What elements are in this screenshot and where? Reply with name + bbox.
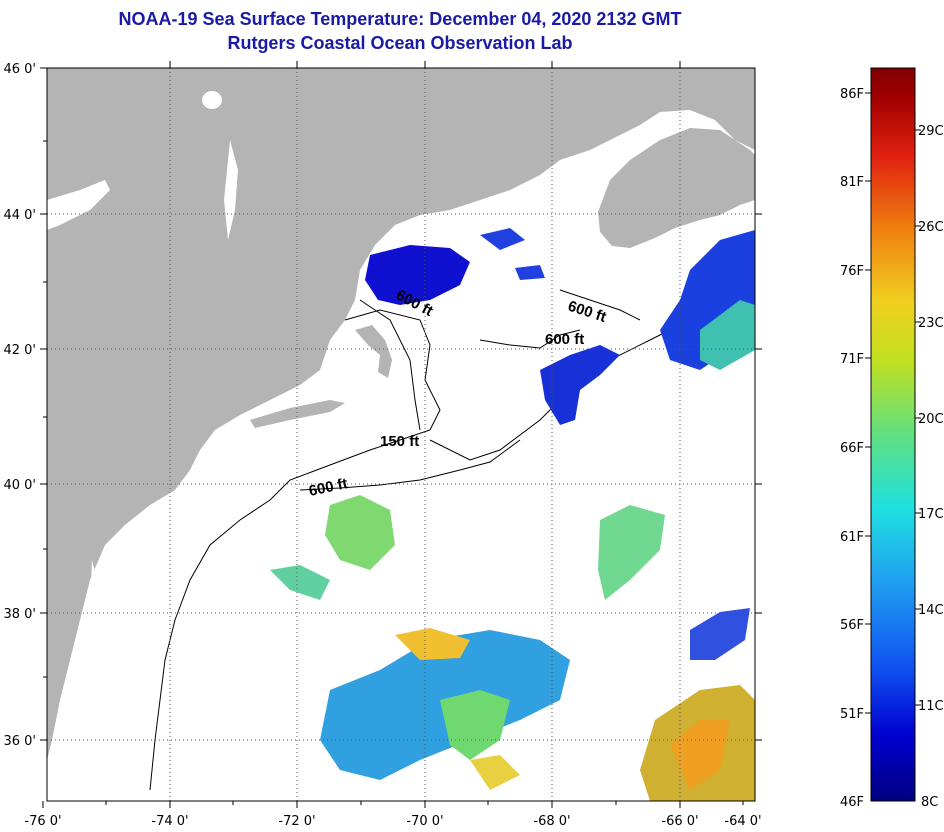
lon-label: -68 0' <box>533 814 570 829</box>
colorbar-c-label: 11C <box>918 699 944 714</box>
colorbar-c-label: 17C <box>918 507 944 522</box>
sst-patch-gulfstream-warm <box>395 628 470 660</box>
sst-patch-shelf-1 <box>325 495 395 570</box>
colorbar-c-label: 23C <box>918 316 944 331</box>
cape-cod-landmass <box>355 325 392 378</box>
sst-observations <box>270 228 755 801</box>
sst-patch-shelf-2 <box>270 565 330 600</box>
colorbar-f-label: 51F <box>840 707 864 722</box>
colorbar-f-label: 61F <box>840 530 864 545</box>
sst-patch-southeast-warm <box>670 720 730 790</box>
lat-label: 42 0' <box>3 343 36 358</box>
lon-label: -72 0' <box>278 814 315 829</box>
contour-label: 150 ft <box>380 433 419 450</box>
temperature-colorbar: 86F 81F 76F 71F 66F 61F 56F 51F 46F 29C … <box>840 67 944 810</box>
map-title: NOAA-19 Sea Surface Temperature: Decembe… <box>118 9 682 29</box>
lake-small <box>202 91 222 109</box>
colorbar-f-label: 76F <box>840 264 864 279</box>
sst-patch-scotian-warm <box>700 300 755 370</box>
lon-label: -74 0' <box>151 814 188 829</box>
lon-label: -70 0' <box>406 814 443 829</box>
latitude-labels: 46 0' 44 0' 42 0' 40 0' 38 0' 36 0' <box>3 62 36 749</box>
lat-label: 38 0' <box>3 607 36 622</box>
sst-patch-east-slope <box>690 608 750 660</box>
lake-ontario <box>47 180 110 230</box>
map-subtitle: Rutgers Coastal Ocean Observation Lab <box>227 33 573 53</box>
lon-label: -76 0' <box>24 814 61 829</box>
mainland-landmass <box>47 68 755 760</box>
contour-label: 600 ft <box>545 331 584 348</box>
colorbar-f-label: 66F <box>840 441 864 456</box>
colorbar-f-label: 56F <box>840 618 864 633</box>
colorbar-c-label: 8C <box>921 795 938 810</box>
lake-champlain <box>224 140 238 240</box>
lon-label: -66 0' <box>661 814 698 829</box>
chesapeake-bay <box>90 560 110 700</box>
colorbar-f-label: 71F <box>840 352 864 367</box>
map-frame <box>46 67 756 802</box>
long-island-landmass <box>250 400 345 428</box>
nova-scotia-landmass <box>598 128 755 248</box>
sst-patch-gulfstream-2 <box>440 690 510 760</box>
sst-patch-slope-east <box>598 505 665 600</box>
colorbar-c-label: 26C <box>918 220 944 235</box>
map-panel <box>47 68 755 801</box>
colorbar-c-label: 14C <box>918 603 944 618</box>
colorbar-f-label: 81F <box>840 175 864 190</box>
lat-label: 40 0' <box>3 478 36 493</box>
colorbar-c-label: 29C <box>918 124 944 139</box>
delaware-bay <box>140 520 160 545</box>
colorbar-gradient <box>870 67 916 802</box>
colorbar-f-label: 86F <box>840 87 864 102</box>
lat-label: 44 0' <box>3 208 36 223</box>
lat-label: 46 0' <box>3 62 36 77</box>
sst-patch-gulf-of-maine <box>365 245 470 305</box>
lon-label: -64 0' <box>724 814 761 829</box>
colorbar-f-label: 46F <box>840 795 864 810</box>
sst-patch-banks <box>540 345 620 425</box>
longitude-labels: -76 0' -74 0' -72 0' -70 0' -68 0' -66 0… <box>24 814 761 829</box>
sst-patch-small-2 <box>515 265 545 280</box>
sst-patch-small-1 <box>480 228 525 250</box>
map-ticks <box>40 61 762 808</box>
sst-patch-gulfstream-3 <box>470 755 520 790</box>
lat-label: 36 0' <box>3 734 36 749</box>
colorbar-c-label: 20C <box>918 412 944 427</box>
